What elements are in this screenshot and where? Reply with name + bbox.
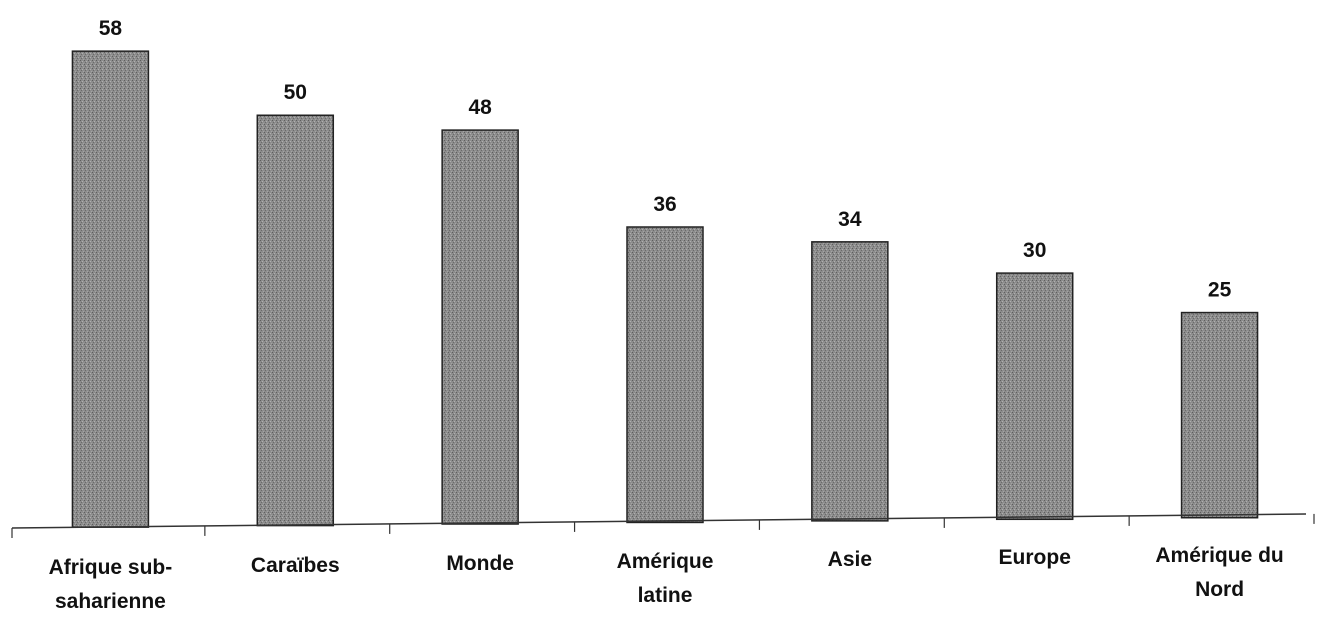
x-axis-ticks-group <box>11 513 1315 538</box>
category-label-line: Afrique sub- <box>49 556 173 579</box>
x-axis-line <box>11 513 1307 529</box>
bar-4 <box>626 226 704 524</box>
bar-7 <box>1180 311 1259 519</box>
bar-6 <box>995 272 1074 521</box>
data-label-1: 58 <box>99 17 123 40</box>
data-label-6: 30 <box>1023 239 1046 262</box>
category-label-line: saharienne <box>55 590 166 613</box>
data-label-4: 36 <box>653 193 676 216</box>
category-label-line: Europe <box>999 546 1071 569</box>
bar-2 <box>256 114 335 527</box>
category-label-5: Asie <box>828 548 872 571</box>
category-label-line: Nord <box>1195 578 1244 601</box>
category-label-7: Amérique du Nord <box>1155 544 1283 601</box>
value-labels-group: 58 50 48 36 34 30 25 <box>99 17 1232 301</box>
category-label-6: Europe <box>999 546 1071 569</box>
category-label-line: Asie <box>828 548 872 571</box>
category-label-line: latine <box>638 584 693 607</box>
data-label-2: 50 <box>284 81 307 104</box>
category-label-line: Caraïbes <box>251 554 340 577</box>
bars-group <box>71 50 1259 528</box>
category-label-2: Caraïbes <box>251 554 340 577</box>
data-label-5: 34 <box>838 208 862 231</box>
category-label-3: Monde <box>446 552 514 575</box>
category-label-4: Amérique latine <box>617 550 714 607</box>
category-labels-group: Afrique sub-saharienne Caraïbes Monde Améri… <box>49 544 1284 613</box>
bar-3 <box>441 129 519 525</box>
category-label-line: Amérique du <box>1155 544 1283 567</box>
data-label-3: 48 <box>468 96 492 119</box>
data-label-7: 25 <box>1208 279 1232 302</box>
bar-1 <box>71 50 150 528</box>
bar-5 <box>811 241 889 522</box>
category-label-line: Amérique <box>617 550 714 573</box>
category-label-1: Afrique sub-saharienne <box>49 556 173 613</box>
category-label-line: Monde <box>446 552 514 575</box>
